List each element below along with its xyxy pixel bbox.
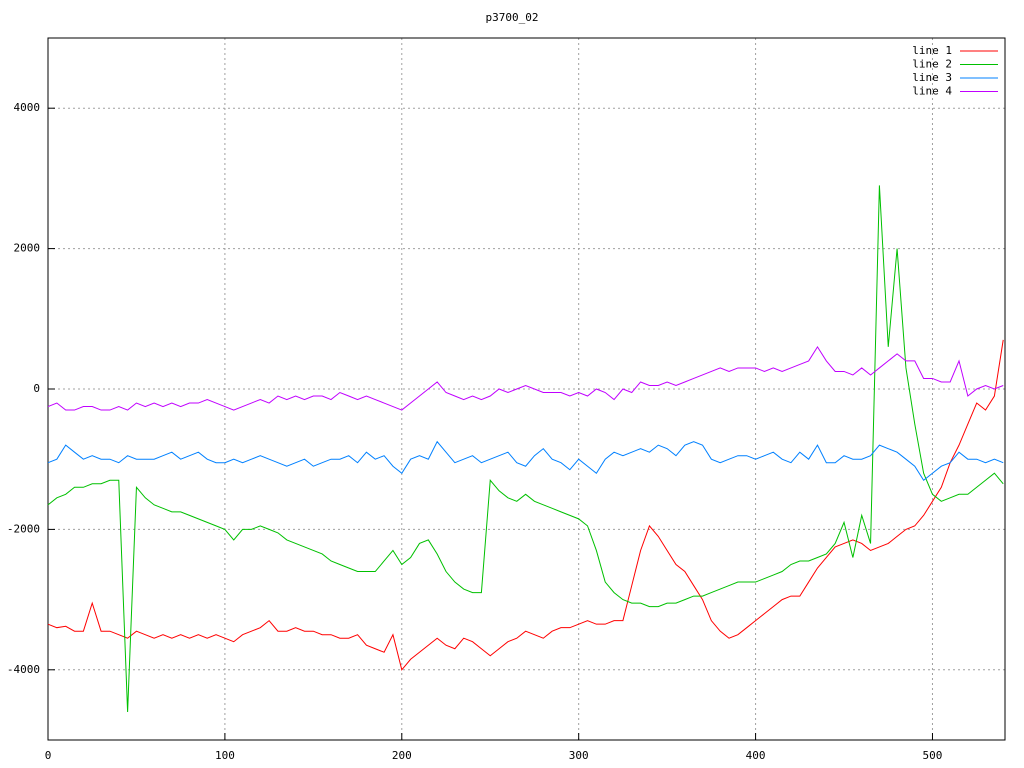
legend-label: line 3 <box>912 71 952 84</box>
x-tick-label: 500 <box>923 749 943 762</box>
legend-label: line 4 <box>912 85 952 98</box>
legend-label: line 1 <box>912 44 952 57</box>
x-tick-label: 100 <box>215 749 235 762</box>
chart-title: p3700_02 <box>486 11 539 24</box>
x-tick-label: 0 <box>45 749 52 762</box>
x-tick-label: 400 <box>746 749 766 762</box>
line-series <box>47 440 1004 481</box>
y-tick-label: 0 <box>33 382 40 395</box>
y-tick-label: 4000 <box>14 101 41 114</box>
x-tick-label: 200 <box>392 749 412 762</box>
y-tick-label: -4000 <box>7 663 40 676</box>
legend-label: line 2 <box>912 58 952 71</box>
y-tick-label: -2000 <box>7 522 40 535</box>
x-tick-label: 300 <box>569 749 589 762</box>
y-tick-label: 2000 <box>14 242 41 255</box>
line-series <box>47 185 1004 712</box>
plot-frame <box>47 37 1006 741</box>
line-series <box>47 339 1004 671</box>
line-series <box>47 345 1004 411</box>
